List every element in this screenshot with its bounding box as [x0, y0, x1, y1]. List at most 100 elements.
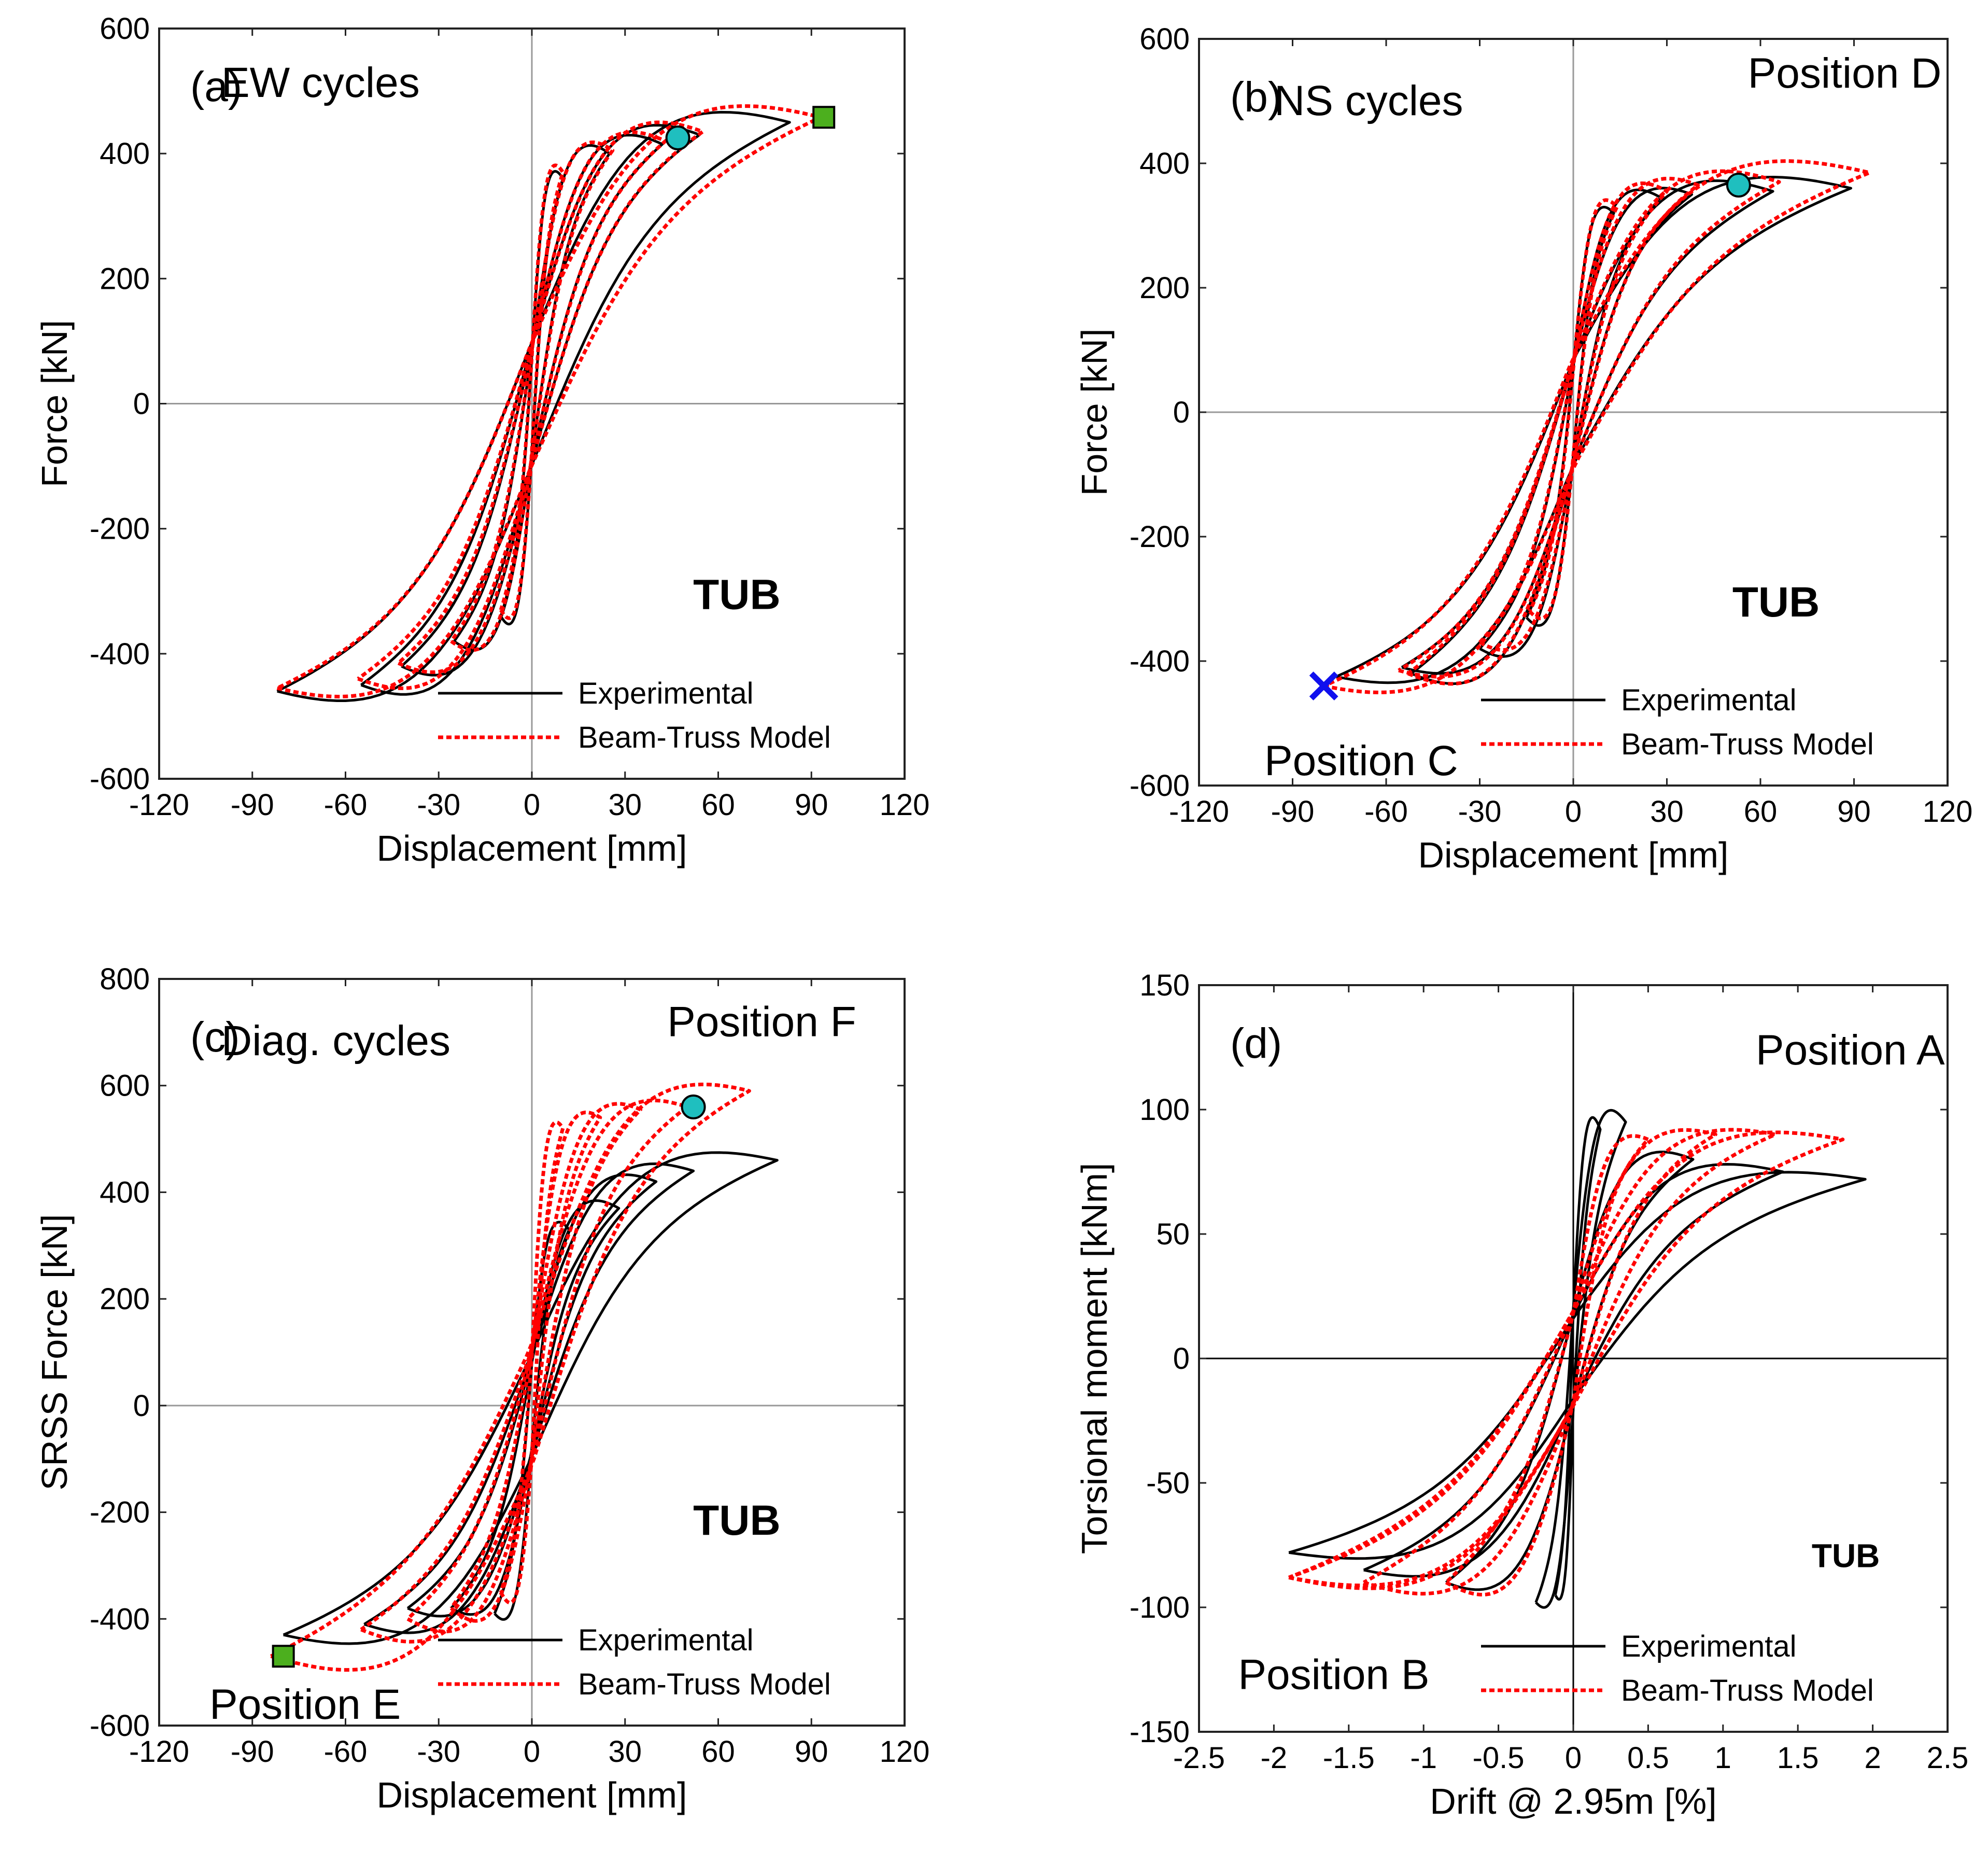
legend-label-model: Beam-Truss Model [1621, 727, 1874, 761]
position-label: Position F [667, 998, 856, 1045]
y-tick-label: 50 [1156, 1217, 1190, 1251]
x-tick-label: 60 [1744, 795, 1778, 829]
y-tick-label: -400 [1130, 644, 1190, 678]
y-tick-label: 200 [100, 1282, 150, 1316]
plot-area [270, 1083, 779, 1672]
tub-label: TUB [693, 1497, 781, 1544]
x-tick-label: 90 [795, 1735, 828, 1769]
peak-circle-marker [1726, 173, 1751, 198]
x-tick-label: -120 [1169, 795, 1229, 829]
x-tick-label: 2 [1864, 1741, 1881, 1775]
panel-title: EW cycles [221, 59, 420, 106]
x-tick-label: 30 [1650, 795, 1684, 829]
x-axis-label: Displacement [mm] [376, 828, 687, 868]
legend-label-experimental: Experimental [1621, 683, 1796, 717]
hysteresis-loop [363, 1162, 695, 1634]
panel-title: Diag. cycles [221, 1017, 450, 1064]
peak-square-marker [812, 106, 836, 129]
hysteresis-loop [397, 130, 668, 674]
hysteresis-loop [499, 1120, 565, 1605]
x-tick-label: -0.5 [1473, 1741, 1525, 1775]
x-tick-label: 0 [1565, 1741, 1582, 1775]
chart-panel-c: -120 -90 -60 -30 0 30 60 90 120 -600 -400 -200 0 200 4… [34, 962, 929, 1815]
y-tick-label: 0 [1173, 396, 1190, 429]
panel-label: (a) [190, 63, 242, 110]
y-tick-label: -50 [1146, 1466, 1190, 1500]
y-tick-label: 400 [1139, 147, 1190, 180]
y-axis-label: Force [kN] [34, 320, 75, 487]
position-label: Position E [209, 1681, 401, 1728]
y-tick-label: -150 [1130, 1715, 1190, 1749]
y-tick-label: 600 [100, 1069, 150, 1103]
x-tick-label: 0 [524, 788, 540, 822]
y-axis-label: Force [kN] [1074, 329, 1115, 496]
hysteresis-loop [1445, 1134, 1650, 1596]
tub-label: TUB [1812, 1537, 1880, 1574]
y-tick-label: -600 [1130, 769, 1190, 803]
legend-label-model: Beam-Truss Model [578, 1667, 831, 1701]
x-tick-label: 0.5 [1627, 1741, 1669, 1775]
x-tick-label: 2.5 [1927, 1741, 1969, 1775]
position-label: Position C [1264, 737, 1458, 784]
hysteresis-loop [1445, 1151, 1695, 1591]
hysteresis-loop [360, 124, 701, 696]
y-tick-label: 600 [1139, 22, 1190, 56]
panel-label: (b) [1230, 74, 1282, 121]
x-tick-label: -120 [129, 1735, 189, 1769]
hysteresis-loop [449, 1110, 602, 1623]
series-beam-truss-model [270, 1083, 751, 1672]
hysteresis-loop [357, 120, 704, 690]
x-tick-label: 90 [795, 788, 828, 822]
legend: Experimental Beam-Truss Model [1481, 683, 1874, 761]
y-tick-label: -200 [1130, 520, 1190, 554]
x-tick-label: -30 [417, 1735, 460, 1769]
hysteresis-loop [1398, 169, 1781, 679]
hysteresis-loop [270, 1083, 751, 1672]
y-tick-label: 200 [1139, 271, 1190, 305]
x-tick-label: 60 [701, 788, 735, 822]
chart-panel-a: -120 -90 -60 -30 0 30 60 90 120 -600 -400 -200 0 200 4… [34, 12, 929, 868]
y-tick-label: -600 [90, 1709, 150, 1743]
y-tick-label: 0 [1173, 1342, 1190, 1376]
x-tick-label: -30 [417, 788, 460, 822]
legend: Experimental Beam-Truss Model [438, 1623, 831, 1701]
legend-label-model: Beam-Truss Model [1621, 1674, 1874, 1707]
x-axis-label: Displacement [mm] [1418, 835, 1728, 875]
y-tick-label: -200 [90, 1496, 150, 1530]
hysteresis-loop [1288, 1171, 1867, 1560]
panel-label: (d) [1230, 1020, 1282, 1067]
x-tick-label: 30 [608, 1735, 642, 1769]
x-tick-label: 90 [1837, 795, 1871, 829]
y-tick-label: -400 [90, 1602, 150, 1636]
x-tick-label: 120 [880, 788, 930, 822]
position-label: Position B [1238, 1651, 1429, 1699]
peak-square-marker [272, 1645, 295, 1668]
tub-label: TUB [1732, 579, 1820, 626]
peak-circle-marker [681, 1094, 706, 1119]
hysteresis-loop [450, 1199, 621, 1616]
position-label: Position A [1756, 1027, 1945, 1074]
x-tick-label: -60 [1364, 795, 1408, 829]
chart-panel-b: -120 -90 -60 -30 0 30 60 90 120 -600 -400 -200 0 200 4… [1074, 22, 1972, 875]
legend: Experimental Beam-Truss Model [438, 677, 831, 754]
legend-label-experimental: Experimental [578, 677, 753, 710]
y-tick-label: 0 [133, 387, 150, 421]
y-tick-label: 0 [133, 1389, 150, 1423]
y-tick-label: -200 [90, 512, 150, 546]
y-tick-label: -100 [1130, 1591, 1190, 1624]
hysteresis-loop [449, 141, 615, 652]
x-tick-label: -90 [1271, 795, 1315, 829]
x-axis-label: Drift @ 2.95m [%] [1430, 1781, 1716, 1821]
x-tick-label: 0 [524, 1735, 540, 1769]
x-tick-label: -2.5 [1173, 1741, 1225, 1775]
plot-area [1323, 159, 1872, 694]
x-tick-label: 60 [701, 1735, 735, 1769]
legend: Experimental Beam-Truss Model [1481, 1630, 1874, 1707]
y-tick-label: -600 [90, 762, 150, 796]
x-marker [1309, 671, 1338, 700]
hysteresis-loop [1288, 1130, 1845, 1588]
hysteresis-loop [1478, 181, 1669, 652]
tub-label: TUB [693, 571, 781, 618]
plot-area [1288, 1109, 1867, 1609]
